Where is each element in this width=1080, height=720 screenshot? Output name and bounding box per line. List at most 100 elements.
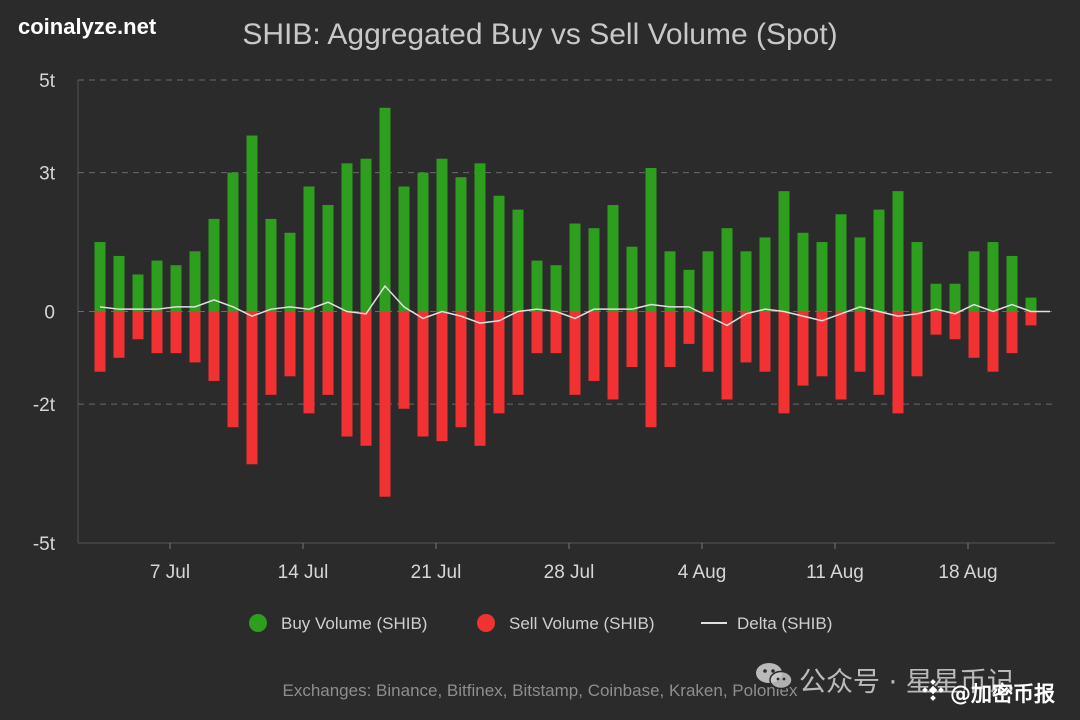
buy-volume-bar <box>550 265 562 312</box>
buy-volume-bar <box>721 228 733 312</box>
buy-volume-bar <box>968 251 980 312</box>
delta-line-series <box>99 284 1050 327</box>
buy-volume-bar <box>569 223 581 312</box>
buy-volume-bar <box>284 232 296 312</box>
sell-volume-bar <box>303 311 315 414</box>
sell-volume-bar <box>493 311 505 414</box>
sell-volume-bar <box>455 311 467 428</box>
sell-volume-bar <box>588 311 600 381</box>
buy-volume-bar <box>759 237 771 312</box>
watermark-text: 公众号 · 星星币记 <box>799 667 1014 698</box>
legend-item-sell[interactable]: Sell Volume (SHIB) <box>477 614 655 633</box>
wechat-icon <box>755 661 793 698</box>
buy-volume-bar <box>892 191 904 312</box>
chart-title: SHIB: Aggregated Buy vs Sell Volume (Spo… <box>242 18 837 51</box>
buy-volume-bar <box>132 274 144 312</box>
buy-volume-bar <box>607 205 619 312</box>
sell-volume-bar <box>607 311 619 400</box>
sell-volume-bar <box>151 311 163 354</box>
y-tick-label: -5t <box>33 534 56 555</box>
sell-volume-bar <box>797 311 809 386</box>
sell-volume-bar <box>626 311 638 368</box>
x-axis: 7 Jul 14 Jul 21 Jul 28 Jul 4 Aug 11 Aug 18 Aug <box>78 542 1055 583</box>
sell-volume-bar <box>398 311 410 409</box>
x-tick-label: 11 Aug <box>806 562 864 583</box>
sell-volume-bar <box>341 311 353 437</box>
brand-logo-text[interactable]: coinalyze.net <box>18 14 157 39</box>
buy-volume-bar <box>341 163 353 312</box>
legend-delta-label: Delta (SHIB) <box>737 614 832 633</box>
buy-volume-bar <box>588 228 600 312</box>
buy-volume-bar <box>455 177 467 312</box>
y-tick-label: -2t <box>33 395 56 416</box>
buy-volume-bar <box>417 172 429 312</box>
y-tick-label: 3t <box>39 164 56 185</box>
buy-volume-bar <box>949 283 961 312</box>
sell-volume-bar <box>968 311 980 358</box>
sell-volume-bar <box>474 311 486 446</box>
buy-volume-bar <box>512 209 524 312</box>
sell-volume-bar <box>854 311 866 372</box>
buy-volume-bar <box>1006 255 1018 312</box>
bar-series <box>94 107 1037 497</box>
buy-volume-bar <box>151 260 163 312</box>
chart-legend[interactable]: Buy Volume (SHIB) Sell Volume (SHIB) Del… <box>249 614 832 633</box>
buy-volume-bar <box>398 186 410 312</box>
sell-volume-bar <box>113 311 125 358</box>
x-tick-label: 14 Jul <box>278 562 329 583</box>
buy-volume-bar <box>436 158 448 312</box>
legend-item-buy[interactable]: Buy Volume (SHIB) <box>249 614 427 633</box>
x-tick-label: 18 Aug <box>938 562 997 583</box>
x-tick-label: 21 Jul <box>411 562 462 583</box>
sell-volume-bar <box>94 311 106 372</box>
sell-volume-bar <box>569 311 581 395</box>
sell-volume-bar <box>1025 311 1037 326</box>
sell-volume-bar <box>132 311 144 340</box>
sell-volume-bar <box>265 311 277 395</box>
sell-volume-bar <box>512 311 524 395</box>
buy-volume-bar <box>740 251 752 312</box>
buy-volume-bar <box>778 191 790 312</box>
buy-volume-bar <box>702 251 714 312</box>
sell-volume-bar <box>683 311 695 344</box>
buy-volume-bar <box>645 167 657 312</box>
buy-volume-bar <box>911 242 923 312</box>
sell-volume-bar <box>436 311 448 442</box>
sell-volume-bar <box>816 311 828 377</box>
buy-volume-bar <box>227 172 239 312</box>
buy-volume-bar <box>626 246 638 312</box>
sell-volume-bar <box>721 311 733 400</box>
buy-volume-bar <box>816 242 828 312</box>
buy-volume-bar <box>493 195 505 312</box>
legend-item-delta[interactable]: Delta (SHIB) <box>701 614 832 633</box>
legend-buy-marker <box>249 614 267 632</box>
buy-volume-bar <box>474 163 486 312</box>
sell-volume-bar <box>759 311 771 372</box>
sell-volume-bar <box>322 311 334 395</box>
sell-volume-bar <box>550 311 562 354</box>
sell-volume-bar <box>645 311 657 428</box>
binance-badge-watermark: @加密币报 <box>922 678 1055 708</box>
sell-volume-bar <box>379 311 391 497</box>
sell-volume-bar <box>417 311 429 437</box>
delta-line <box>99 284 1050 327</box>
buy-volume-bar <box>797 232 809 312</box>
sell-volume-bar <box>740 311 752 363</box>
sell-volume-bar <box>949 311 961 340</box>
buy-volume-bar <box>854 237 866 312</box>
sell-volume-bar <box>892 311 904 414</box>
legend-buy-label: Buy Volume (SHIB) <box>281 614 427 633</box>
buy-volume-bar <box>265 218 277 312</box>
buy-volume-bar <box>322 205 334 312</box>
binance-diamond-icon <box>922 679 944 706</box>
sell-volume-bar <box>246 311 258 465</box>
buy-volume-bar <box>930 283 942 312</box>
sell-volume-bar <box>360 311 372 446</box>
sell-volume-bar <box>911 311 923 377</box>
sell-volume-bar <box>208 311 220 381</box>
sell-volume-bar <box>873 311 885 395</box>
sell-volume-bar <box>1006 311 1018 354</box>
sell-volume-bar <box>170 311 182 354</box>
y-tick-label: 5t <box>39 71 56 92</box>
